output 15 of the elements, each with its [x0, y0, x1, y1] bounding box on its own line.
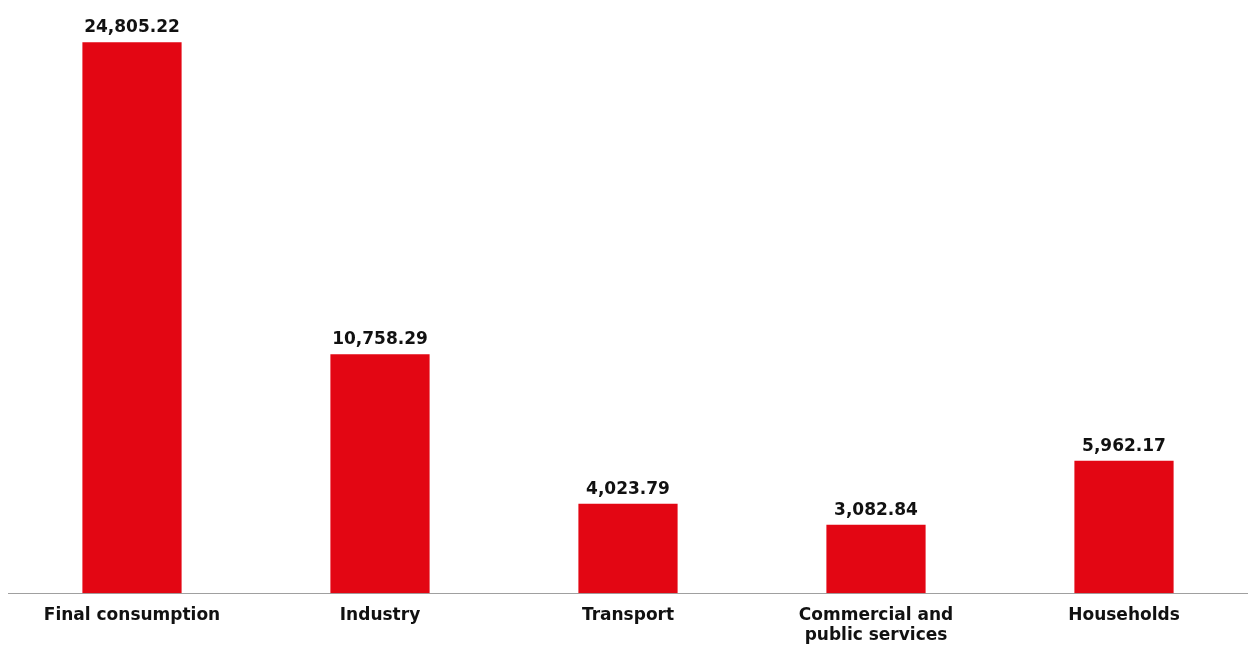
x-tick-label: Transport: [581, 603, 675, 624]
x-tick-label: Commercial and public services: [798, 603, 954, 645]
x-tick-label: Industry: [339, 603, 421, 624]
data-label: 4,023.79: [586, 477, 670, 498]
data-label: 3,082.84: [834, 498, 919, 519]
data-label: 5,962.17: [1082, 434, 1166, 455]
data-label: 10,758.29: [332, 328, 428, 349]
bar: [1074, 460, 1174, 594]
bar: [578, 503, 678, 594]
bar: [82, 42, 182, 594]
data-label: 24,805.22: [84, 16, 180, 37]
bar: [826, 524, 926, 594]
x-tick-label: Final consumption: [43, 603, 221, 624]
x-tick-label: Households: [1068, 603, 1180, 624]
bar: [330, 354, 430, 594]
